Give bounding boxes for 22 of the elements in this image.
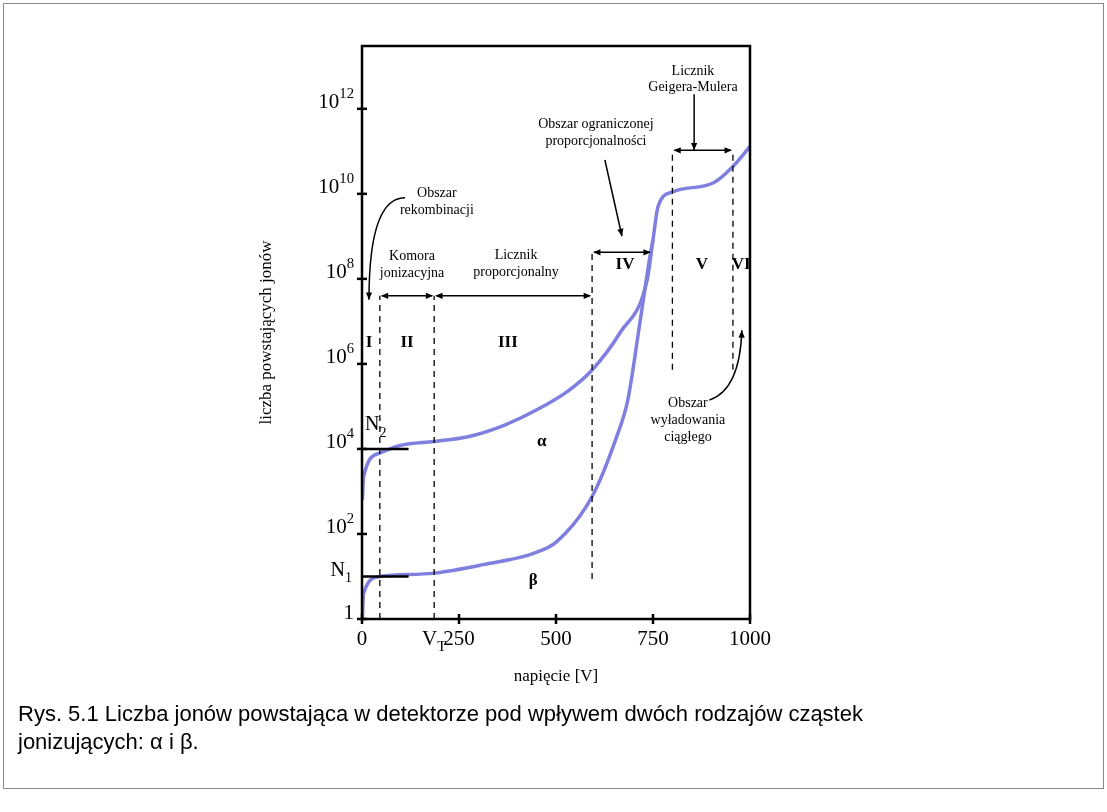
annotation: V — [695, 254, 709, 274]
annotation: Obszar rekombinacji — [399, 185, 474, 217]
x-tick-label: 500 — [540, 625, 572, 650]
series-label: β — [528, 570, 538, 590]
text: Rys. 5.1 Liczba jonów powstająca w detektorze pod wpływem dwóch rodzajów cząstek jonizujących: α i β. — [18, 700, 864, 756]
annotation: Licznik proporcjonalny — [473, 247, 559, 279]
annotation: Obszar wyładowania ciągłego — [650, 395, 727, 444]
annotation: II — [400, 332, 415, 352]
annotation: III — [497, 332, 519, 352]
x-tick-label: 750 — [637, 625, 669, 650]
x-tick-label: 1000 — [729, 625, 771, 650]
annotation: I — [365, 332, 373, 352]
annotation: IV — [615, 254, 636, 274]
y-axis-title: liczba powstających jonów — [256, 239, 276, 425]
annotation: Licznik Geigera-Mulera — [648, 62, 739, 95]
x-tick-label: 0 — [356, 625, 368, 650]
annotation: Obszar ograniczonej proporcjonalności — [538, 116, 654, 149]
y-tick-label: 1 — [343, 599, 354, 624]
annotation: Komora jonizacyjna — [378, 248, 446, 280]
annotation: VI — [731, 254, 751, 274]
x-axis-title: napięcie [V] — [513, 666, 599, 686]
series-label: α — [537, 430, 548, 450]
